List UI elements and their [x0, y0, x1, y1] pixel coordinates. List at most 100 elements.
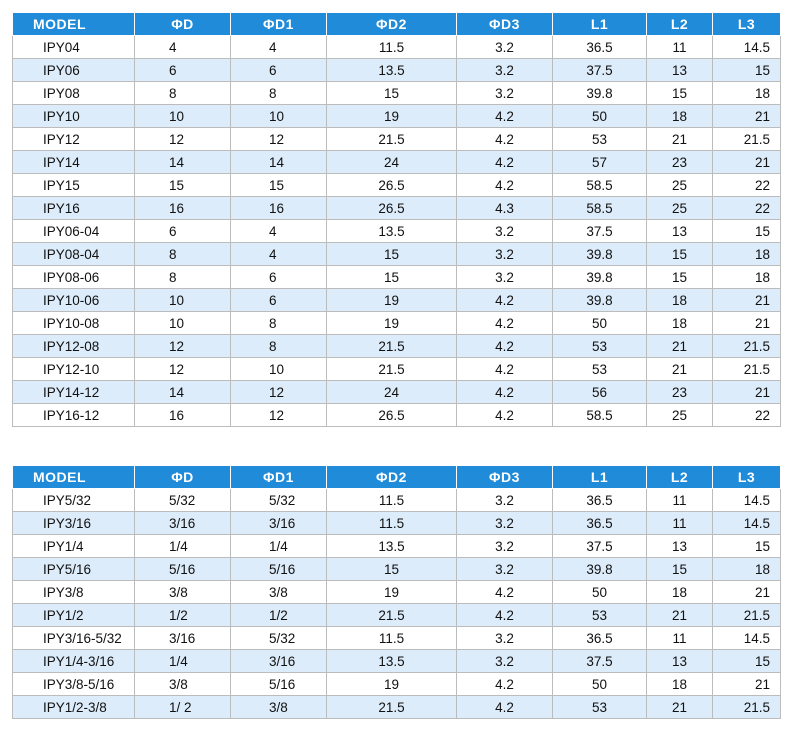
model-cell: IPY16-12: [12, 403, 135, 427]
l1-cell: 58.5: [552, 173, 647, 197]
table-row: IPY15 15 15 26.5 4.2 58.5 25 22: [12, 173, 781, 197]
table-row: IPY08-06 8 6 15 3.2 39.8 15 18: [12, 265, 781, 289]
metric-table-body: IPY04 4 4 11.5 3.2 36.5 11 14.5 IPY06 6 6 13.5 3.2 37…: [12, 35, 781, 427]
l1-cell: 39.8: [552, 557, 647, 581]
d2-cell: 21.5: [326, 695, 457, 719]
model-cell: IPY10-08: [12, 311, 135, 335]
imperial-table-header: MODEL ΦD ΦD1 ΦD2 ΦD3 L1 L2 L3: [12, 465, 781, 489]
l2-cell: 15: [646, 265, 713, 289]
d1-cell: 6: [230, 288, 327, 312]
d2-cell: 21.5: [326, 603, 457, 627]
model-cell: IPY06: [12, 58, 135, 82]
d3-cell: 3.2: [456, 626, 553, 650]
table-row: IPY14 14 14 24 4.2 57 23 21: [12, 150, 781, 174]
d3-cell: 3.2: [456, 534, 553, 558]
table-row: IPY16-12 16 12 26.5 4.2 58.5 25 22: [12, 403, 781, 427]
d2-cell: 19: [326, 104, 457, 128]
model-cell: IPY3/16: [12, 511, 135, 535]
l2-cell: 18: [646, 580, 713, 604]
table-row: IPY10 10 10 19 4.2 50 18 21: [12, 104, 781, 128]
l1-cell: 50: [552, 311, 647, 335]
d2-cell: 19: [326, 672, 457, 696]
d1-cell: 3/8: [230, 695, 327, 719]
d1-cell: 12: [230, 127, 327, 151]
l3-cell: 14.5: [712, 488, 781, 512]
column-header-l3: L3: [712, 465, 781, 489]
d1-cell: 8: [230, 311, 327, 335]
d1-cell: 14: [230, 150, 327, 174]
d3-cell: 4.2: [456, 357, 553, 381]
d1-cell: 12: [230, 403, 327, 427]
column-header-d2: ΦD2: [326, 12, 457, 36]
d3-cell: 3.2: [456, 242, 553, 266]
d3-cell: 4.2: [456, 150, 553, 174]
model-cell: IPY08-04: [12, 242, 135, 266]
d-cell: 16: [134, 403, 231, 427]
l1-cell: 53: [552, 357, 647, 381]
d1-cell: 10: [230, 357, 327, 381]
column-header-d2: ΦD2: [326, 465, 457, 489]
imperial-spec-table: MODEL ΦD ΦD1 ΦD2 ΦD3 L1 L2 L3 IPY5/32 5/3…: [12, 465, 781, 719]
d3-cell: 4.2: [456, 603, 553, 627]
model-cell: IPY16: [12, 196, 135, 220]
d1-cell: 3/8: [230, 580, 327, 604]
l1-cell: 50: [552, 672, 647, 696]
d1-cell: 10: [230, 104, 327, 128]
table-row: IPY12 12 12 21.5 4.2 53 21 21.5: [12, 127, 781, 151]
d-cell: 10: [134, 288, 231, 312]
d3-cell: 4.2: [456, 695, 553, 719]
l3-cell: 21: [712, 580, 781, 604]
d-cell: 3/16: [134, 511, 231, 535]
model-cell: IPY5/32: [12, 488, 135, 512]
d-cell: 6: [134, 219, 231, 243]
d1-cell: 6: [230, 265, 327, 289]
d-cell: 3/8: [134, 672, 231, 696]
table-row: IPY1/2 1/2 1/2 21.5 4.2 53 21 21.5: [12, 603, 781, 627]
l1-cell: 36.5: [552, 511, 647, 535]
d1-cell: 4: [230, 242, 327, 266]
d1-cell: 5/16: [230, 672, 327, 696]
d2-cell: 24: [326, 150, 457, 174]
d3-cell: 3.2: [456, 557, 553, 581]
column-header-l1: L1: [552, 12, 647, 36]
d1-cell: 5/32: [230, 488, 327, 512]
l1-cell: 53: [552, 603, 647, 627]
column-header-d: ΦD: [134, 12, 231, 36]
d1-cell: 1/2: [230, 603, 327, 627]
d-cell: 15: [134, 173, 231, 197]
d-cell: 14: [134, 150, 231, 174]
d2-cell: 19: [326, 580, 457, 604]
l3-cell: 18: [712, 242, 781, 266]
d-cell: 3/16: [134, 626, 231, 650]
d-cell: 12: [134, 334, 231, 358]
d1-cell: 3/16: [230, 511, 327, 535]
l3-cell: 21.5: [712, 695, 781, 719]
model-cell: IPY04: [12, 35, 135, 59]
l2-cell: 25: [646, 196, 713, 220]
table-row: IPY14-12 14 12 24 4.2 56 23 21: [12, 380, 781, 404]
column-header-d3: ΦD3: [456, 465, 553, 489]
l3-cell: 18: [712, 81, 781, 105]
column-header-model: MODEL: [12, 12, 135, 36]
l3-cell: 21: [712, 311, 781, 335]
l3-cell: 15: [712, 649, 781, 673]
d2-cell: 21.5: [326, 357, 457, 381]
l1-cell: 37.5: [552, 58, 647, 82]
l3-cell: 22: [712, 173, 781, 197]
table-row: IPY12-10 12 10 21.5 4.2 53 21 21.5: [12, 357, 781, 381]
model-cell: IPY5/16: [12, 557, 135, 581]
d2-cell: 13.5: [326, 219, 457, 243]
model-cell: IPY1/4-3/16: [12, 649, 135, 673]
column-header-d: ΦD: [134, 465, 231, 489]
d-cell: 16: [134, 196, 231, 220]
model-cell: IPY08: [12, 81, 135, 105]
d2-cell: 15: [326, 81, 457, 105]
header-row: MODEL ΦD ΦD1 ΦD2 ΦD3 L1 L2 L3: [12, 465, 781, 489]
l2-cell: 11: [646, 35, 713, 59]
l2-cell: 11: [646, 488, 713, 512]
l1-cell: 56: [552, 380, 647, 404]
table-row: IPY10-06 10 6 19 4.2 39.8 18 21: [12, 288, 781, 312]
d2-cell: 11.5: [326, 488, 457, 512]
l1-cell: 37.5: [552, 219, 647, 243]
d3-cell: 4.2: [456, 672, 553, 696]
